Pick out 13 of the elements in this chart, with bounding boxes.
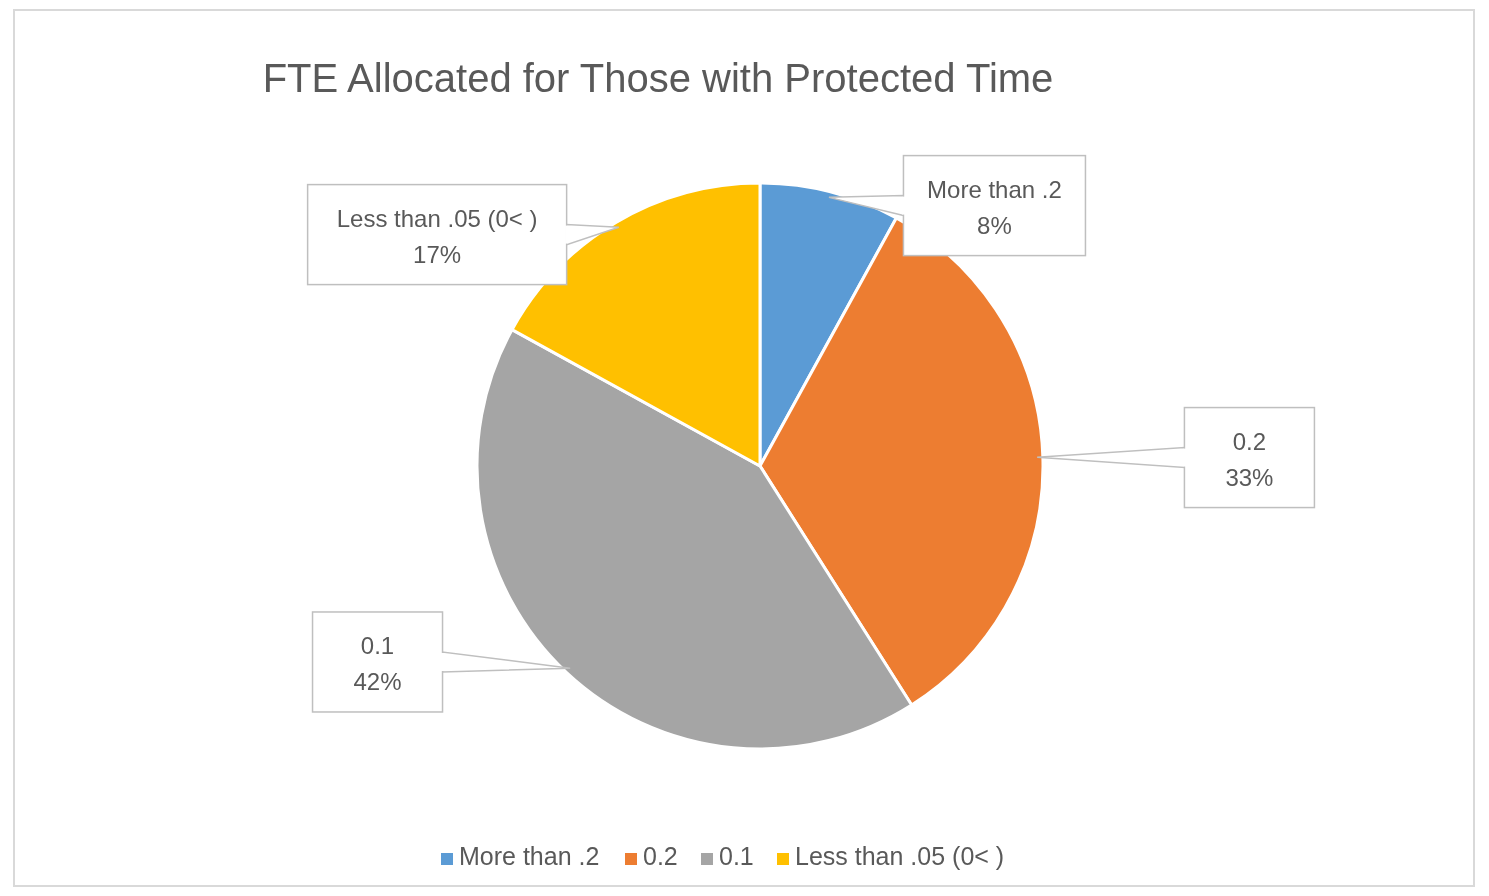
slice-label: 0.1 [360,631,395,659]
slice-label: 0.2 [1232,427,1267,455]
slice-label: More than .2 [927,175,1062,203]
legend-label: 0.2 [643,842,678,870]
slice-label: Less than .05 (0< ) [336,204,538,232]
chart-title: FTE Allocated for Those with Protected Time [262,56,1054,100]
legend-label: Less than .05 (0< ) [795,842,1005,870]
data-label: 42% [353,667,402,695]
legend-label: More than .2 [459,842,600,870]
legend-label: 0.1 [719,842,754,870]
data-label: 8% [977,211,1012,239]
data-label: 17% [413,240,462,268]
data-label: 33% [1225,463,1274,491]
